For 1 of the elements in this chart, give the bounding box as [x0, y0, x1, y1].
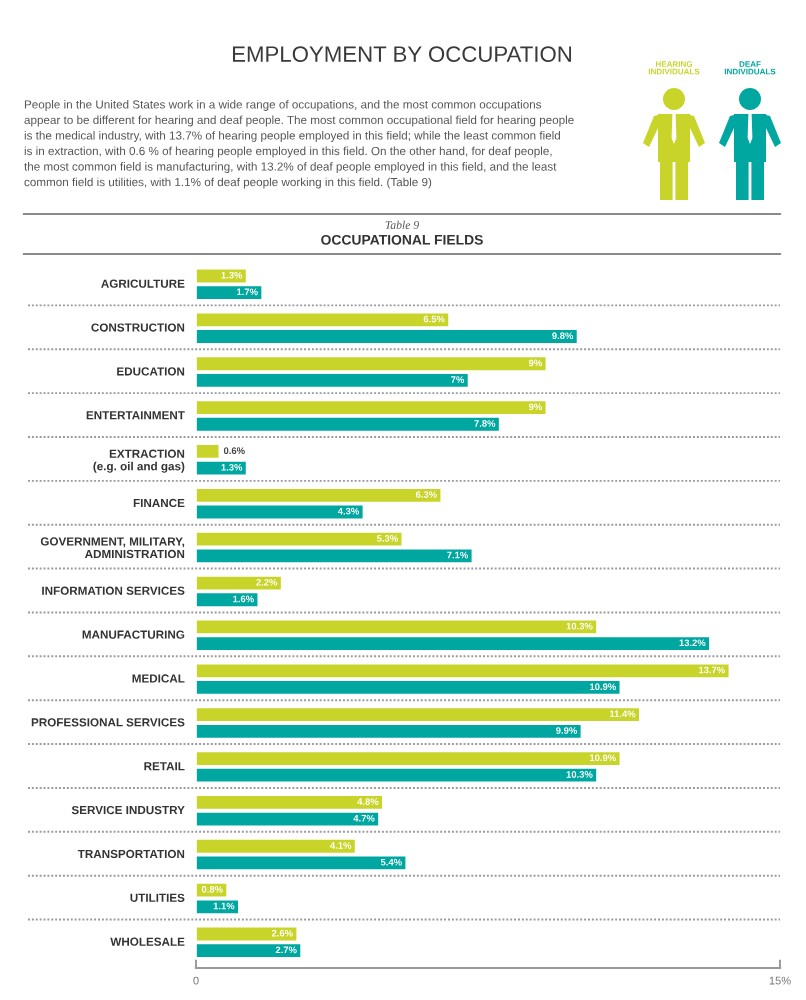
chart-title: EMPLOYMENT BY OCCUPATION: [232, 46, 572, 62]
